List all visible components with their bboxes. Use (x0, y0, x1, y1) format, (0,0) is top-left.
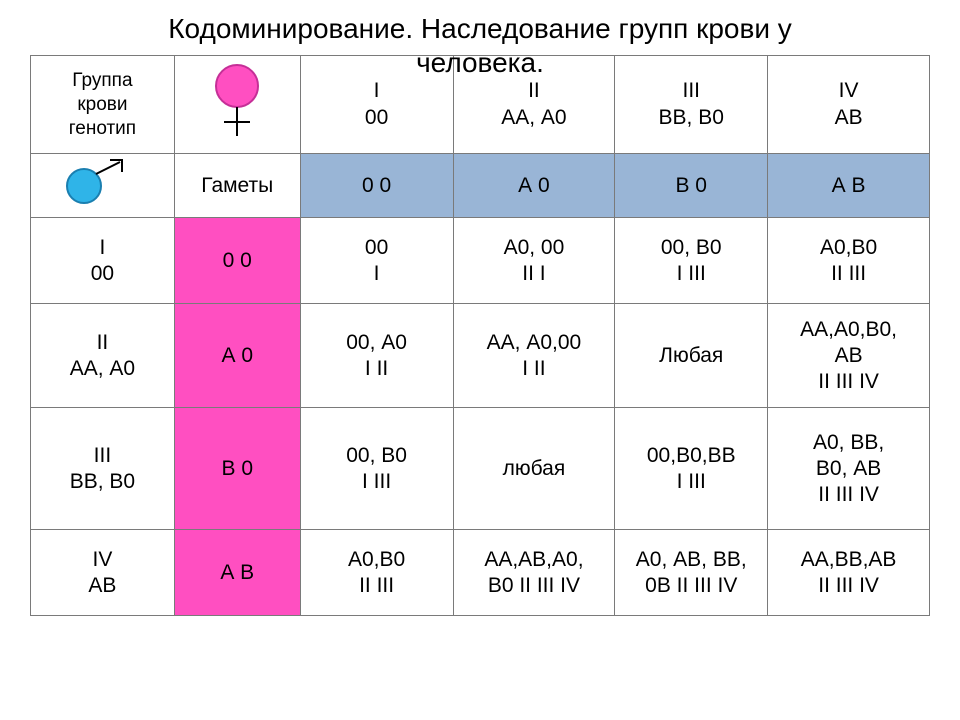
gam-c5: А В (768, 154, 930, 218)
gam-c2: 0 0 (300, 154, 453, 218)
r1c4: Любая (615, 304, 768, 408)
row-III-left: III ВВ, В0 (31, 408, 175, 530)
row-I: I 00 0 0 00 I А0, 00 II I 00, В0 I III А… (31, 218, 930, 304)
r3c5: АА,ВВ,АВ II III IV (768, 530, 930, 616)
row-I-gam: 0 0 (174, 218, 300, 304)
r1c3: АА, А0,00 I II (453, 304, 615, 408)
row-III-gam: В 0 (174, 408, 300, 530)
row-II: II АА, А0 А 0 00, А0 I II АА, А0,00 I II… (31, 304, 930, 408)
r3c3: АА,АВ,А0, В0 II III IV (453, 530, 615, 616)
row-II-gam: А 0 (174, 304, 300, 408)
row-III: III ВВ, В0 В 0 00, В0 I III любая 00,В0,… (31, 408, 930, 530)
row-IV-left: IV АВ (31, 530, 175, 616)
r1c5: АА,А0,В0, АВ II III IV (768, 304, 930, 408)
male-icon (60, 158, 144, 206)
r3c2: А0,В0 II III (300, 530, 453, 616)
r3c4: А0, АВ, ВВ, 0В II III IV (615, 530, 768, 616)
inheritance-table: Группа крови генотип I 00 II АА, А0 III … (30, 55, 930, 616)
gametes-label: Гаметы (174, 154, 300, 218)
r0c2: 00 I (300, 218, 453, 304)
page-title: Кодоминирование. Наследование групп кров… (0, 0, 960, 79)
inheritance-table-wrap: Группа крови генотип I 00 II АА, А0 III … (0, 55, 960, 616)
title-line1: Кодоминирование. Наследование групп кров… (168, 13, 792, 44)
gam-c4: В 0 (615, 154, 768, 218)
title-line2: человека. (416, 47, 544, 78)
r2c3: любая (453, 408, 615, 530)
r2c5: А0, ВВ, В0, АВ II III IV (768, 408, 930, 530)
male-symbol-cell (31, 154, 175, 218)
gametes-row: Гаметы 0 0 А 0 В 0 А В (31, 154, 930, 218)
r1c2: 00, А0 I II (300, 304, 453, 408)
r2c4: 00,В0,ВВ I III (615, 408, 768, 530)
row-IV: IV АВ А В А0,В0 II III АА,АВ,А0, В0 II I… (31, 530, 930, 616)
r0c5: А0,В0 II III (768, 218, 930, 304)
row-IV-gam: А В (174, 530, 300, 616)
gam-c3: А 0 (453, 154, 615, 218)
row-I-left: I 00 (31, 218, 175, 304)
r0c3: А0, 00 II I (453, 218, 615, 304)
r2c2: 00, В0 I III (300, 408, 453, 530)
r0c4: 00, В0 I III (615, 218, 768, 304)
row-II-left: II АА, А0 (31, 304, 175, 408)
